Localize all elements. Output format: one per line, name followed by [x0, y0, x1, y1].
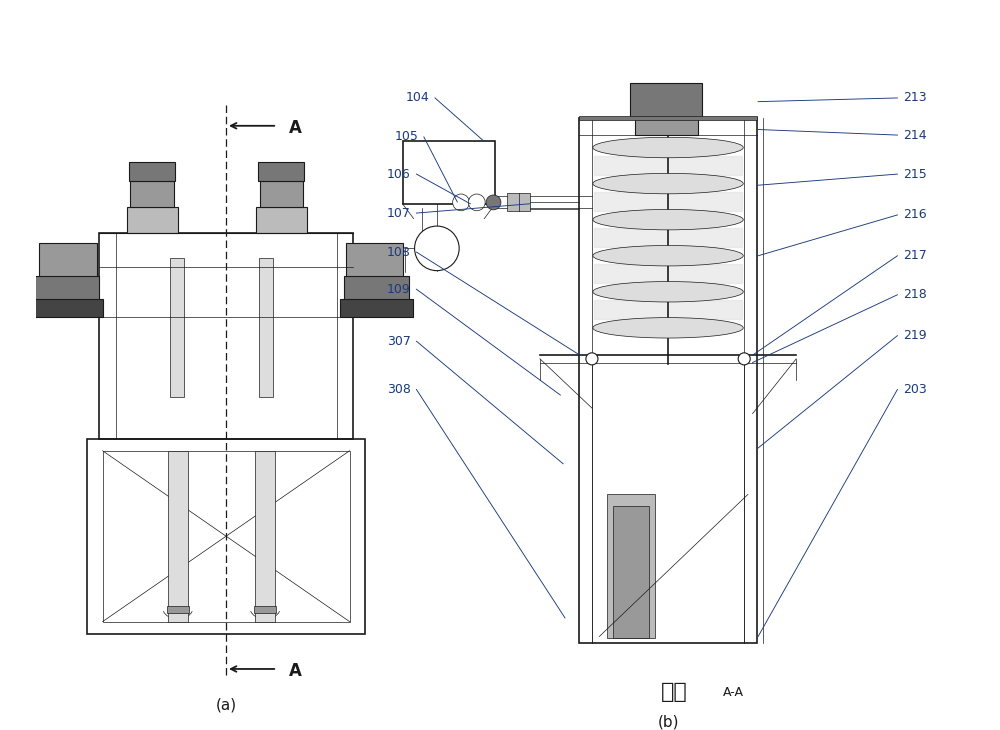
Bar: [403, 141, 495, 204]
Bar: [39, 243, 97, 278]
Bar: [170, 258, 184, 397]
Bar: [635, 117, 698, 135]
Bar: [613, 507, 649, 638]
Circle shape: [415, 226, 459, 271]
Ellipse shape: [593, 245, 743, 266]
Bar: [344, 276, 409, 301]
Bar: [167, 606, 189, 613]
Text: 203: 203: [903, 383, 927, 396]
Text: A-A: A-A: [723, 685, 744, 699]
Text: 105: 105: [394, 131, 418, 143]
Circle shape: [586, 353, 598, 365]
Text: 213: 213: [903, 91, 927, 104]
Text: 217: 217: [903, 249, 927, 262]
Text: 108: 108: [387, 245, 411, 258]
Bar: [507, 193, 530, 211]
Text: 216: 216: [903, 209, 927, 221]
Ellipse shape: [593, 137, 743, 158]
Bar: [630, 83, 702, 118]
Bar: [127, 207, 178, 233]
Text: 107: 107: [387, 207, 411, 220]
Text: A: A: [289, 119, 302, 137]
Ellipse shape: [593, 318, 743, 338]
Bar: [103, 450, 350, 622]
Bar: [255, 450, 275, 622]
Bar: [99, 233, 353, 439]
Bar: [607, 494, 655, 638]
Bar: [579, 115, 757, 120]
Text: 308: 308: [387, 383, 411, 396]
Bar: [34, 276, 99, 301]
Bar: [168, 450, 188, 622]
Circle shape: [486, 195, 501, 210]
Bar: [254, 606, 276, 613]
Text: (a): (a): [216, 698, 237, 712]
Bar: [340, 299, 413, 317]
Circle shape: [738, 353, 750, 365]
Bar: [130, 180, 174, 207]
Text: 106: 106: [387, 168, 411, 180]
Text: A: A: [289, 662, 302, 680]
Text: 218: 218: [903, 288, 927, 301]
Text: 307: 307: [387, 335, 411, 347]
Ellipse shape: [593, 210, 743, 230]
Text: 剪面: 剪面: [661, 682, 688, 702]
Text: 219: 219: [903, 329, 927, 342]
Ellipse shape: [593, 282, 743, 302]
Bar: [30, 299, 103, 317]
Bar: [129, 162, 175, 180]
Circle shape: [453, 194, 469, 211]
Bar: [579, 118, 757, 643]
Text: (b): (b): [657, 715, 679, 729]
Ellipse shape: [593, 174, 743, 193]
Bar: [258, 162, 304, 180]
Bar: [260, 180, 303, 207]
Bar: [346, 243, 403, 278]
Circle shape: [468, 194, 485, 211]
Text: 214: 214: [903, 128, 927, 142]
Bar: [259, 258, 273, 397]
Text: 104: 104: [406, 91, 429, 104]
Text: 109: 109: [387, 283, 411, 296]
Bar: [256, 207, 307, 233]
Bar: [87, 439, 365, 634]
Text: 215: 215: [903, 168, 927, 180]
